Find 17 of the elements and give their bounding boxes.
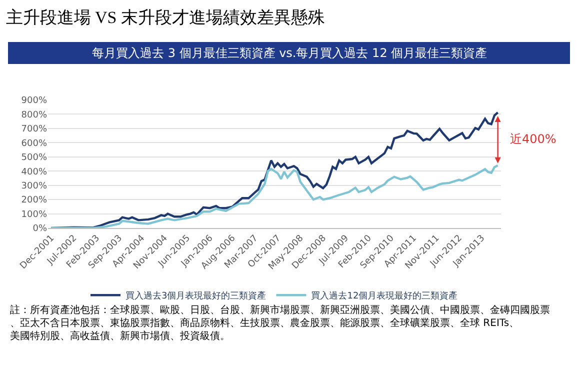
y-tick-label: 900% bbox=[21, 96, 48, 106]
chart-title: 主升段進場 VS 末升段才進場績效差異懸殊 bbox=[6, 8, 326, 27]
y-tick-label: 400% bbox=[21, 167, 48, 178]
text: 註：所有資產池包括：全球股票、歐股、日股、台股、新興市場股票、新興亞洲股票、美國公債、中國股票、金磚四國股票、亞太不含日本股票、東協股票指數、商品原物料、生技股票、農金股票、能源股票、全球礦業股票、全球 REITs、美國特別股、高收益債、新興市場債、投資級債。 bbox=[10, 304, 550, 342]
text: 近400% bbox=[510, 132, 556, 146]
y-tick-label: 800% bbox=[21, 110, 48, 120]
y-tick-label: 0% bbox=[32, 224, 48, 234]
y-tick-label: 600% bbox=[21, 138, 48, 149]
chart-subtitle: 每月買入過去 3 個月最佳三類資產 vs.每月買入過去 12 個月最佳三類資產 bbox=[92, 46, 488, 60]
y-tick-label: 700% bbox=[21, 124, 48, 135]
legend-label: 買入過去12個月表現最好的三類資產 bbox=[311, 290, 458, 302]
y-tick-label: 100% bbox=[21, 210, 48, 220]
y-tick-label: 500% bbox=[21, 153, 48, 164]
y-tick-label: 300% bbox=[21, 181, 48, 192]
line-series bbox=[50, 164, 499, 228]
legend-label: 買入過去3個月表現最好的三類資產 bbox=[126, 290, 266, 302]
y-tick-label: 200% bbox=[21, 196, 48, 206]
